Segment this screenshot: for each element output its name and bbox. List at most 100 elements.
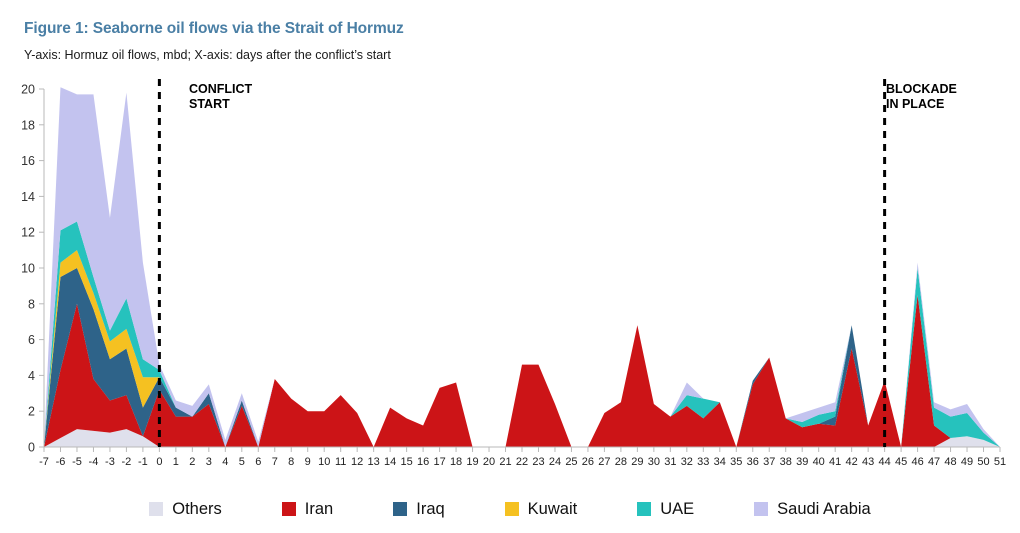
x-tick-label: 28 — [615, 456, 627, 468]
x-tick-label: 32 — [681, 456, 693, 468]
x-tick-label: 17 — [433, 456, 445, 468]
x-tick-label: 6 — [255, 456, 261, 468]
annotation-blockade-line2: IN PLACE — [886, 97, 945, 111]
x-tick-label: 4 — [222, 456, 228, 468]
x-tick-label: 16 — [417, 456, 429, 468]
x-tick-label: 43 — [862, 456, 874, 468]
x-tick-label: 21 — [499, 456, 511, 468]
legend-label-others: Others — [172, 499, 222, 518]
x-tick-label: 11 — [335, 456, 346, 468]
y-tick-label: 16 — [21, 154, 35, 168]
x-tick-label: 18 — [450, 456, 462, 468]
y-tick-label: 4 — [28, 369, 35, 383]
legend-swatch-iraq — [393, 502, 408, 516]
legend-item-saudi-arabia[interactable]: Saudi Arabia — [754, 500, 871, 519]
x-tick-label: 24 — [549, 456, 561, 468]
legend-swatch-iran — [281, 502, 296, 516]
x-tick-label: 7 — [272, 456, 278, 468]
x-tick-label: 34 — [714, 456, 726, 468]
legend-swatch-uae — [637, 502, 652, 516]
chart-subtitle: Y-axis: Hormuz oil flows, mbd; X-axis: d… — [24, 48, 391, 62]
annotation-blockade-line1: BLOCKADE — [886, 82, 957, 96]
x-tick-label: -7 — [39, 456, 49, 468]
chart-legend: Others Iran Iraq Kuwait UAE Saudi Arabia — [0, 492, 1020, 526]
legend-item-iran[interactable]: Iran — [281, 499, 334, 519]
area-series-iran — [44, 294, 1000, 447]
x-tick-label: 31 — [664, 456, 676, 468]
x-tick-label: -1 — [138, 456, 148, 468]
legend-swatch-others — [149, 502, 164, 516]
x-tick-label: 37 — [763, 456, 775, 468]
x-tick-label: 26 — [582, 456, 594, 468]
x-tick-label: 30 — [648, 456, 660, 468]
legend-label-kuwait: Kuwait — [527, 499, 578, 518]
x-tick-label: 39 — [796, 456, 808, 468]
y-tick-label: 14 — [21, 190, 35, 204]
x-tick-label: -4 — [89, 456, 99, 468]
x-tick-label: 45 — [895, 456, 907, 468]
y-tick-label: 10 — [21, 262, 35, 276]
x-tick-label: 13 — [368, 456, 380, 468]
legend-item-others[interactable]: Others — [149, 500, 222, 519]
y-tick-label: 18 — [21, 118, 35, 132]
legend-swatch-saudi-arabia — [754, 502, 769, 516]
x-tick-label: 12 — [351, 456, 363, 468]
y-tick-label: 12 — [21, 226, 35, 240]
annotation-blockade: BLOCKADE IN PLACE — [886, 82, 957, 112]
x-tick-label: 0 — [156, 456, 162, 468]
x-tick-label: -5 — [72, 456, 82, 468]
area-series-saudi-arabia — [44, 87, 1000, 448]
x-tick-label: -2 — [122, 456, 132, 468]
chart-plot-area: 0 2 4 6 8 10 12 14 16 18 20 -7 -6 -5 -4 -3 -2 -1 0 1 2 3 4 5 6 7 8… — [21, 79, 1006, 468]
x-tick-label: 46 — [911, 456, 923, 468]
x-tick-label: 1 — [173, 456, 179, 468]
y-tick-label: 20 — [21, 83, 35, 97]
y-tick-label: 0 — [28, 441, 35, 455]
y-tick-label: 8 — [28, 297, 35, 311]
x-tick-label: 22 — [516, 456, 528, 468]
legend-label-saudi-arabia: Saudi Arabia — [777, 499, 871, 518]
x-tick-label: 51 — [994, 456, 1006, 468]
x-tick-label: 42 — [846, 456, 858, 468]
x-tick-label: -3 — [105, 456, 115, 468]
x-tick-label: -6 — [56, 456, 66, 468]
x-tick-label: 50 — [977, 456, 989, 468]
legend-label-uae: UAE — [660, 499, 695, 518]
x-tick-label: 14 — [384, 456, 396, 468]
x-tick-label: 3 — [206, 456, 212, 468]
legend-item-iraq[interactable]: Iraq — [393, 499, 445, 519]
legend-item-kuwait[interactable]: Kuwait — [504, 499, 578, 519]
x-tick-label: 38 — [780, 456, 792, 468]
x-tick-label: 33 — [697, 456, 709, 468]
x-tick-label: 27 — [598, 456, 610, 468]
x-tick-label: 19 — [466, 456, 478, 468]
x-tick-label: 40 — [813, 456, 825, 468]
legend-item-uae[interactable]: UAE — [637, 500, 694, 519]
x-tick-label: 36 — [747, 456, 759, 468]
y-tick-label: 6 — [28, 333, 35, 347]
x-tick-label: 29 — [631, 456, 643, 468]
annotation-conflict-start: CONFLICT START — [189, 82, 252, 112]
x-tick-label: 5 — [239, 456, 245, 468]
x-tick-label: 10 — [318, 456, 330, 468]
x-tick-label: 8 — [288, 456, 294, 468]
x-tick-label: 2 — [189, 456, 195, 468]
x-tick-label: 25 — [565, 456, 577, 468]
x-tick-label: 20 — [483, 456, 495, 468]
page-title: Figure 1: Seaborne oil flows via the Str… — [24, 20, 404, 37]
annotation-conflict-line2: START — [189, 97, 230, 111]
annotation-conflict-line1: CONFLICT — [189, 82, 253, 96]
legend-swatch-kuwait — [504, 502, 519, 516]
x-tick-label: 9 — [305, 456, 311, 468]
x-tick-label: 49 — [961, 456, 973, 468]
x-tick-label: 35 — [730, 456, 742, 468]
legend-label-iraq: Iraq — [416, 499, 445, 518]
x-tick-label: 48 — [944, 456, 956, 468]
x-tick-label: 15 — [400, 456, 412, 468]
x-tick-label: 47 — [928, 456, 940, 468]
legend-label-iran: Iran — [304, 499, 334, 518]
x-tick-label: 44 — [878, 456, 890, 468]
x-tick-label: 41 — [829, 456, 841, 468]
